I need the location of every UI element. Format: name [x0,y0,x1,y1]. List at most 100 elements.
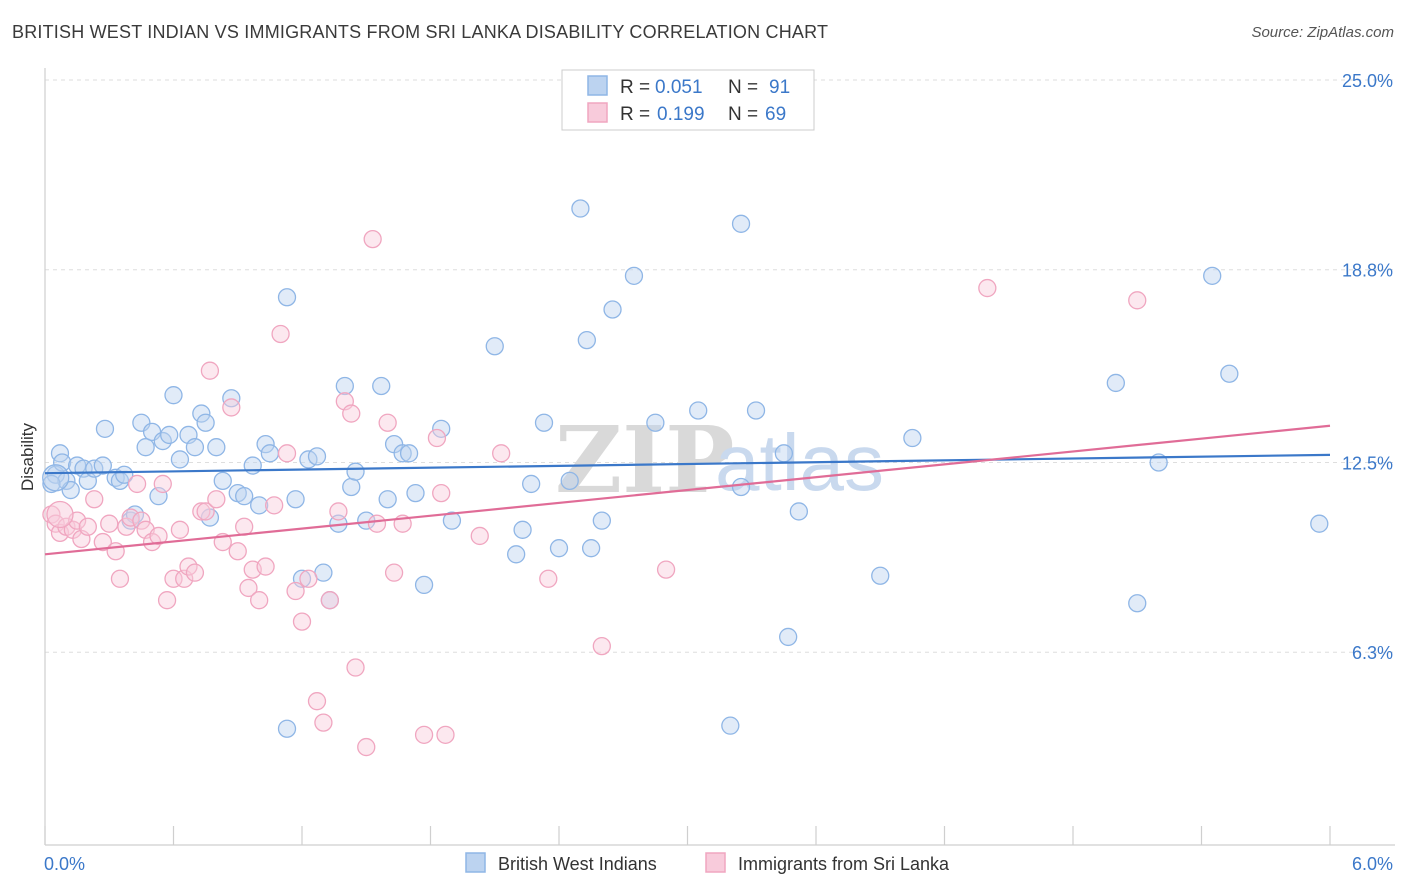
point-british-west-indians [185,438,205,457]
point-sri-lanka [346,658,365,677]
chart-title: BRITISH WEST INDIAN VS IMMIGRANTS FROM S… [12,22,829,42]
point-sri-lanka [277,444,297,463]
series-legend: British West Indians Immigrants from Sri… [465,852,950,874]
y-tick-label: 25.0% [1342,71,1393,91]
point-british-west-indians [95,419,115,438]
point-british-west-indians [592,511,611,530]
point-british-west-indians [378,490,397,509]
stats-legend: R = 0.051 N = 91 R = 0.199 N = 69 [561,69,815,131]
point-sri-lanka [250,591,269,610]
point-british-west-indians [779,627,798,647]
legend-n-value-pink: 69 [765,104,786,125]
point-sri-lanka [299,569,318,588]
point-british-west-indians [52,453,72,472]
point-british-west-indians [1203,266,1222,285]
point-sri-lanka [106,542,125,561]
y-tick-label: 6.3% [1352,643,1393,663]
point-british-west-indians [1310,514,1329,533]
point-british-west-indians [235,487,254,506]
point-sri-lanka [592,636,611,656]
point-sri-lanka [239,578,258,598]
x-tick-label: 0.0% [44,854,85,874]
point-british-west-indians [115,465,134,484]
trend-line-sri-lanka [44,424,1331,556]
point-sri-lanka [314,713,333,732]
point-british-west-indians [442,511,462,530]
point-british-west-indians [1220,364,1239,383]
x-tick-labels: 0.0% 6.0% [44,854,1393,874]
point-sri-lanka [378,413,397,432]
point-sri-lanka [132,511,151,530]
point-british-west-indians [1128,594,1147,613]
point-british-west-indians [160,425,179,445]
point-british-west-indians [250,496,269,515]
chart-source: Source: ZipAtlas.com [1251,24,1394,41]
point-sri-lanka [157,591,177,610]
series-legend-swatch-british-west-indians [465,852,486,873]
y-tick-label: 12.5% [1342,454,1393,474]
point-sri-lanka [170,520,190,539]
point-british-west-indians [571,199,590,218]
point-sri-lanka [222,398,241,417]
point-british-west-indians [196,413,215,432]
point-british-west-indians [731,214,751,233]
series-legend-label-british-west-indians: British West Indians [498,854,657,874]
point-sri-lanka [436,725,455,744]
legend-n-label-pink: N = [728,104,758,125]
point-british-west-indians [560,471,579,491]
point-british-west-indians [342,477,361,497]
point-british-west-indians [721,716,740,735]
point-british-west-indians [646,413,665,432]
point-british-west-indians [624,266,644,285]
point-cluster-british-west-indians [42,464,70,492]
point-british-west-indians [399,444,419,463]
point-sri-lanka [265,496,284,515]
point-sri-lanka [307,692,327,711]
point-sri-lanka [149,526,168,546]
point-sri-lanka [200,361,220,380]
point-sri-lanka [470,526,489,546]
point-british-west-indians [207,438,226,457]
point-sri-lanka [427,428,447,448]
point-sri-lanka [78,517,97,536]
legend-r-label-pink: R = [620,104,650,125]
trend-line-british-west-indians [44,453,1331,475]
point-sri-lanka [121,508,140,527]
point-sri-lanka [363,229,382,249]
point-british-west-indians [432,419,451,438]
point-sri-lanka [432,483,451,503]
point-british-west-indians [577,330,596,350]
point-british-west-indians [164,386,183,405]
point-british-west-indians [903,428,922,448]
point-british-west-indians [746,401,766,420]
legend-n-label-blue: N = [728,77,758,98]
legend-r-label-blue: R = [620,77,650,98]
point-british-west-indians [406,483,425,503]
point-sri-lanka [207,490,226,509]
point-british-west-indians [549,539,569,558]
point-british-west-indians [170,450,190,469]
point-sri-lanka [153,474,172,494]
point-british-west-indians [871,566,890,585]
series-legend-label-sri-lanka: Immigrants from Sri Lanka [738,854,950,874]
point-british-west-indians [256,434,275,454]
point-sri-lanka [85,490,104,509]
x-tick-label: 6.0% [1352,854,1393,874]
legend-n-value-blue: 91 [769,77,790,98]
point-british-west-indians [243,456,262,475]
point-sri-lanka [228,542,247,561]
point-british-west-indians [689,401,708,420]
point-british-west-indians [393,444,412,463]
point-sri-lanka [414,725,434,744]
point-sri-lanka [492,444,511,463]
point-sri-lanka [256,557,275,576]
point-british-west-indians [414,575,434,595]
point-british-west-indians [774,444,794,463]
point-sri-lanka [286,581,305,601]
point-sri-lanka [357,737,376,757]
legend-r-value-pink: 0.199 [657,104,705,125]
point-sri-lanka [100,514,119,533]
point-british-west-indians [581,539,601,558]
watermark-zip: ZIP [555,406,734,514]
